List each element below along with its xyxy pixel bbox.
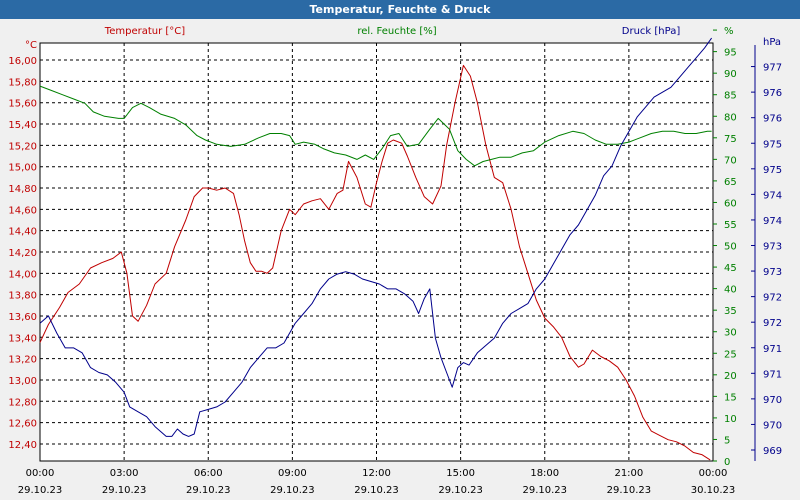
temperature-tick-label: 16,00 [8,56,37,67]
x-date-label: 30.10.23 [691,485,736,496]
pressure-tick-label: 976 [763,114,782,125]
pressure-tick-label: 973 [763,242,782,253]
x-tick-label: 21:00 [614,468,643,479]
humidity-tick-label: 95 [724,48,737,59]
pressure-tick-label: 969 [763,446,782,457]
x-tick-label: 15:00 [446,468,475,479]
x-date-label: 29.10.23 [270,485,315,496]
temperature-tick-label: 14,40 [8,227,37,238]
series-lines [39,37,713,461]
series-line-right [39,37,713,437]
pressure-tick-label: 970 [763,395,782,406]
temperature-tick-label: 14,20 [8,248,37,259]
x-tick-label: 18:00 [530,468,559,479]
humidity-tick-label: 90 [724,69,737,80]
humidity-tick-label: 80 [724,112,737,123]
temperature-tick-label: 15,40 [8,120,37,131]
x-tick-label: 00:00 [26,468,55,479]
temperature-tick-label: 13,40 [8,333,37,344]
humidity-tick-label: 75 [724,134,737,145]
x-tick-label: 03:00 [110,468,139,479]
pressure-tick-label: 975 [763,139,782,150]
humidity-tick-label: 30 [724,328,737,339]
humidity-tick-label: 50 [724,242,737,253]
pressure-tick-label: 974 [763,190,782,201]
temperature-tick-label: 13,60 [8,312,37,323]
humidity-tick-label: 60 [724,198,737,209]
temperature-tick-label: 12,60 [8,419,37,430]
humidity-tick-label: 5 [724,435,730,446]
axis-labels: 12,40 12,60 12,80 13,00 13,20 13,40 13,60 13,80… [8,26,782,496]
humidity-tick-label: 45 [724,263,737,274]
x-date-label: 29.10.23 [522,485,567,496]
humidity-tick-label: 20 [724,371,737,382]
humidity-tick-label: 15 [724,392,737,403]
humidity-tick-label: 0 [724,457,730,468]
temperature-tick-label: 15,20 [8,141,37,152]
x-date-label: 29.10.23 [354,485,399,496]
x-date-label: 29.10.23 [18,485,63,496]
x-tick-label: 09:00 [278,468,307,479]
temperature-tick-label: 12,40 [8,440,37,451]
pressure-tick-label: 976 [763,88,782,99]
humidity-tick-label: 55 [724,220,737,231]
humidity-tick-label: 25 [724,349,737,360]
humidity-tick-label: % [724,26,734,37]
legend-entry: Temperatur [°C] [104,26,185,37]
temperature-tick-label: 15,00 [8,163,37,174]
humidity-tick-label: 35 [724,306,737,317]
x-tick-label: 12:00 [362,468,391,479]
x-tick-label: 00:00 [699,468,728,479]
humidity-tick-label: 85 [724,91,737,102]
humidity-tick-label: 65 [724,177,737,188]
humidity-tick-label: 70 [724,155,737,166]
pressure-tick-label: 973 [763,267,782,278]
series-line-left [39,64,711,461]
temperature-tick-label: 14,80 [8,184,37,195]
grid-lines [40,43,713,461]
humidity-tick-label: 40 [724,285,737,296]
pressure-tick-label: 971 [763,369,782,380]
x-date-label: 29.10.23 [186,485,231,496]
temperature-tick-label: 13,00 [8,376,37,387]
pressure-tick-label: 975 [763,165,782,176]
temperature-tick-label: 15,60 [8,99,37,110]
temperature-tick-label: 13,20 [8,355,37,366]
humidity-tick-label: 10 [724,414,737,425]
temperature-tick-label: 14,00 [8,269,37,280]
temperature-tick-label: 14,60 [8,205,37,216]
legend-entry: rel. Feuchte [%] [357,26,436,37]
x-tick-label: 06:00 [194,468,223,479]
legend-entry: Druck [hPa] [622,26,681,37]
temperature-tick-label: 13,80 [8,291,37,302]
temperature-tick-label: 12,80 [8,397,37,408]
temperature-tick-label: 15,80 [8,77,37,88]
legend: Temperatur [°C] rel. Feuchte [%] Druck [hP… [104,26,681,37]
x-date-label: 29.10.23 [607,485,652,496]
pressure-tick-label: hPa [763,37,781,48]
pressure-tick-label: 972 [763,293,782,304]
x-date-label: 29.10.23 [438,485,483,496]
temperature-unit-label: °C [25,40,37,51]
chart-title: Temperatur, Feuchte & Druck [0,0,800,19]
pressure-tick-label: 971 [763,344,782,355]
series-line-middle [39,85,712,167]
pressure-tick-label: 974 [763,216,782,227]
pressure-tick-label: 977 [763,63,782,74]
x-date-label: 29.10.23 [102,485,147,496]
pressure-tick-label: 970 [763,420,782,431]
pressure-tick-label: 972 [763,318,782,329]
